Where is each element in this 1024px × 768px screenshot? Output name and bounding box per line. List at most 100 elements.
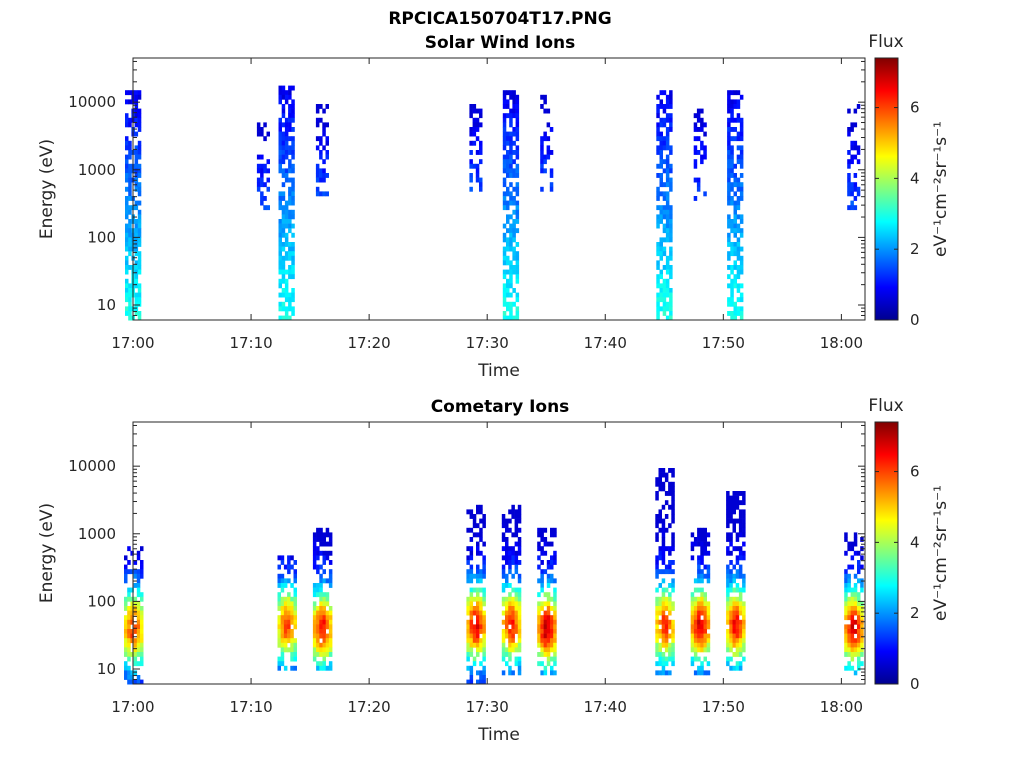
spectrogram-cell <box>661 518 666 524</box>
spectrogram-cell <box>511 619 515 625</box>
spectrogram-cell <box>733 246 737 252</box>
spectrogram-cell <box>482 665 486 671</box>
spectrogram-cell <box>325 596 330 602</box>
spectrogram-cell <box>512 131 516 137</box>
spectrogram-cell <box>659 150 663 155</box>
spectrogram-cell <box>328 633 333 639</box>
spectrogram-cell <box>284 269 289 275</box>
spectrogram-cell <box>469 578 474 584</box>
spectrogram-cell <box>727 136 731 142</box>
spectrogram-cell <box>288 186 292 192</box>
spectrogram-cell <box>553 624 557 630</box>
spectrogram-cell <box>847 583 851 588</box>
spectrogram-cell <box>543 550 548 556</box>
spectrogram-cell <box>669 311 673 316</box>
spectrogram-cell <box>706 661 711 667</box>
spectrogram-cell <box>512 127 516 132</box>
spectrogram-cell <box>284 177 289 183</box>
spectrogram-cell <box>291 117 295 123</box>
spectrogram-cell <box>505 619 509 625</box>
spectrogram-cell <box>655 606 659 611</box>
spectrogram-cell <box>700 154 704 160</box>
spectrogram-cell <box>515 274 520 280</box>
spectrogram-cell <box>506 237 510 243</box>
spectrogram-cell <box>735 642 740 648</box>
spectrogram-cell <box>130 638 134 644</box>
spectrogram-cell <box>140 647 144 653</box>
spectrogram-cell <box>733 214 737 220</box>
spectrogram-cell <box>655 629 659 634</box>
spectrogram-cell <box>738 500 743 506</box>
spectrogram-cell <box>281 168 286 174</box>
spectrogram-cell <box>738 601 743 607</box>
spectrogram-cell <box>697 642 701 648</box>
spectrogram-cell <box>665 163 670 169</box>
spectrogram-cell <box>133 601 138 607</box>
spectrogram-cell <box>656 297 660 303</box>
spectrogram-cell <box>727 237 731 243</box>
spectrogram-cell <box>506 205 510 211</box>
spectrogram-cell <box>661 656 666 662</box>
spectrogram-cell <box>133 610 138 616</box>
spectrogram-cell <box>322 606 326 611</box>
spectrogram-cell <box>136 642 141 648</box>
spectrogram-cell <box>502 191 507 197</box>
spectrogram-cell <box>125 196 129 201</box>
spectrogram-cell <box>729 560 733 565</box>
spectrogram-cell <box>703 564 707 570</box>
spectrogram-cell <box>850 624 855 630</box>
spectrogram-cell <box>700 601 704 607</box>
spectrogram-cell <box>278 154 282 160</box>
spectrogram-cell <box>501 555 506 561</box>
spectrogram-cell <box>479 113 483 119</box>
spectrogram-cell <box>469 633 474 639</box>
spectrogram-cell <box>514 541 519 547</box>
spectrogram-cell <box>700 117 704 123</box>
spectrogram-cell <box>655 481 659 487</box>
spectrogram-cell <box>291 292 295 298</box>
spectrogram-cell <box>700 140 704 146</box>
spectrogram-cell <box>853 173 858 178</box>
spectrogram-cell <box>661 619 666 625</box>
spectrogram-cell <box>664 606 669 611</box>
spectrogram-cell <box>703 541 707 547</box>
spectrogram-cell <box>517 541 522 547</box>
spectrogram-cell <box>509 232 513 238</box>
spectrogram-cell <box>847 205 851 211</box>
spectrogram-cell <box>857 615 861 621</box>
solar-wind-panel: Solar Wind Ions 17:00 17:10 17:20 17:30 17:4… <box>37 32 951 381</box>
spectrogram-cell <box>668 624 672 630</box>
spectrogram-cell <box>511 546 515 552</box>
spectrogram-cell <box>696 182 701 188</box>
spectrogram-cell <box>514 615 519 621</box>
spectrogram-cell <box>514 610 519 616</box>
spectrogram-cell <box>553 578 557 584</box>
spectrogram-cell <box>726 569 730 575</box>
spectrogram-cell <box>656 278 660 284</box>
spectrogram-cell <box>319 583 323 588</box>
spectrogram-cell <box>288 228 292 234</box>
spectrogram-cell <box>136 601 141 607</box>
spectrogram-cell <box>742 532 746 538</box>
spectrogram-cell <box>319 541 323 547</box>
spectrogram-cell <box>703 546 707 552</box>
spectrogram-cell <box>502 131 507 137</box>
spectrogram-cell <box>291 297 295 303</box>
spectrogram-cell <box>514 527 519 533</box>
spectrogram-cell <box>664 656 669 662</box>
spectrogram-cell <box>742 629 746 634</box>
spectrogram-cell <box>546 615 551 621</box>
spectrogram-cell <box>472 127 477 132</box>
spectrogram-cell <box>656 173 660 178</box>
spectrogram-cell <box>325 555 330 561</box>
spectrogram-cell <box>134 260 139 266</box>
spectrogram-cell <box>661 481 666 487</box>
spectrogram-cell <box>730 315 734 321</box>
spectrogram-cell <box>697 569 701 575</box>
spectrogram-cell <box>703 592 707 598</box>
spectrogram-cell <box>136 555 141 561</box>
spectrogram-cell <box>697 587 701 593</box>
solar-wind-ylabel: Energy (eV) <box>37 139 57 239</box>
spectrogram-cell <box>658 550 662 556</box>
spectrogram-cell <box>517 509 522 515</box>
